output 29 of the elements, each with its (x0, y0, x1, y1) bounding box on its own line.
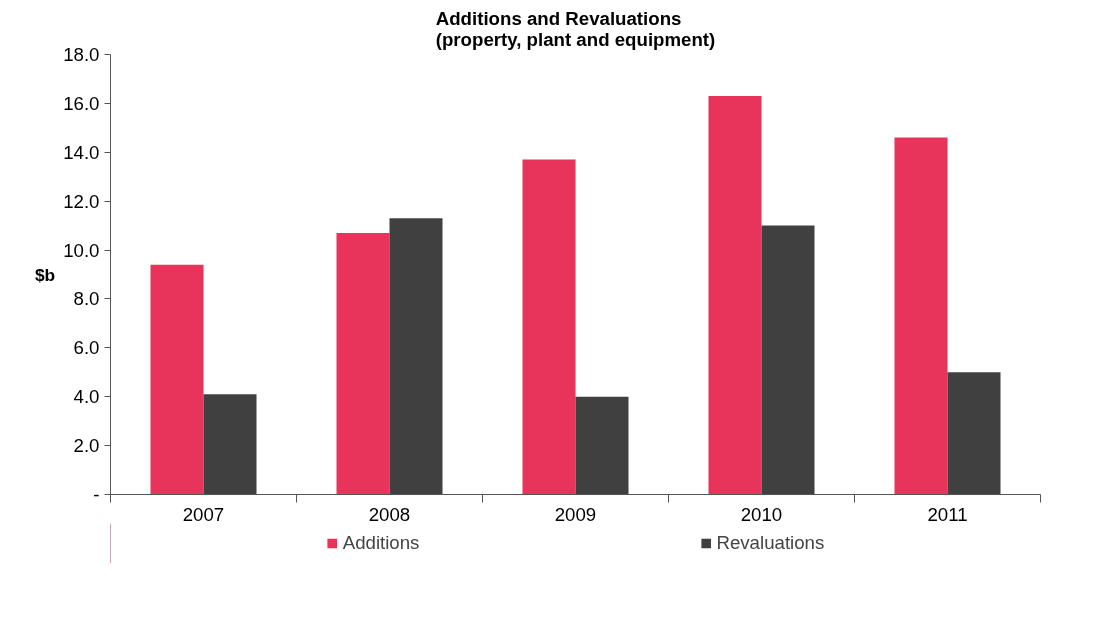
x-tick-label: 2009 (554, 503, 597, 525)
bar (708, 96, 762, 495)
x-tick-label: 2011 (927, 503, 968, 525)
bar (389, 218, 443, 495)
bar (575, 396, 629, 495)
x-tick-label: 2010 (740, 503, 783, 525)
y-tick-label: 2.0 (73, 435, 100, 457)
y-tick-label: 8.0 (73, 288, 100, 310)
y-tick-label: - (93, 484, 100, 505)
y-tick-label: 10.0 (63, 239, 100, 261)
x-tick-label: 2007 (182, 503, 225, 525)
bar (761, 225, 815, 495)
legend-label: Revaluations (716, 532, 825, 554)
chart-title: Additions and Revaluations (property, plant and equipment) (435, 7, 716, 50)
bar (894, 137, 948, 495)
bar (522, 159, 576, 495)
x-tick-label: 2008 (368, 503, 411, 525)
bar (947, 372, 1001, 495)
y-tick-label: 12.0 (63, 190, 100, 212)
y-tick-label: 6.0 (73, 337, 100, 359)
y-axis-title: $b (34, 264, 56, 285)
bar (203, 394, 257, 495)
legend-label: Additions (342, 532, 420, 554)
y-tick-label: 4.0 (73, 386, 100, 408)
bar (336, 232, 390, 495)
y-tick-label: 18.0 (63, 44, 100, 65)
bar (150, 264, 204, 495)
y-tick-label: 14.0 (63, 141, 100, 163)
y-tick-label: 16.0 (63, 92, 100, 114)
